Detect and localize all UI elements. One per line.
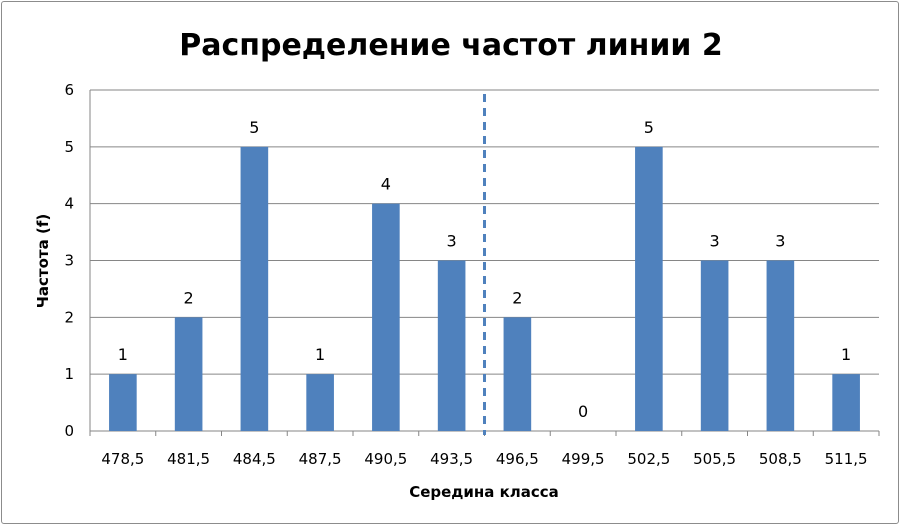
data-label: 3 <box>710 232 720 251</box>
chart-title: Распределение частот линии 2 <box>179 28 723 63</box>
y-axis-label: Частота (f) <box>34 214 52 308</box>
x-tick-label: 511,5 <box>825 450 868 468</box>
x-tick-label: 505,5 <box>693 450 736 468</box>
bar <box>700 260 729 431</box>
data-label: 2 <box>512 288 522 307</box>
data-label: 3 <box>447 232 457 251</box>
bar <box>832 374 860 431</box>
x-tick-label: 502,5 <box>627 450 670 468</box>
bar <box>174 317 203 431</box>
data-label: 2 <box>184 288 194 307</box>
x-tick-label: 493,5 <box>430 450 473 468</box>
data-label: 4 <box>381 175 391 194</box>
data-label: 5 <box>644 118 654 137</box>
x-tick-label: 487,5 <box>299 450 342 468</box>
bar <box>437 260 466 431</box>
bar <box>306 374 334 431</box>
bar <box>109 374 137 431</box>
bar <box>372 203 400 431</box>
data-label: 1 <box>118 345 128 364</box>
data-label: 3 <box>775 232 785 251</box>
gridlines <box>89 89 880 436</box>
y-tick-labels: 0 1 2 3 4 5 6 <box>64 81 74 440</box>
y-tick-label: 1 <box>64 365 74 383</box>
x-tick-label: 481,5 <box>167 450 210 468</box>
x-tick-label: 499,5 <box>562 450 605 468</box>
y-tick-label: 5 <box>64 138 74 156</box>
bars <box>109 146 860 432</box>
x-tick-label: 496,5 <box>496 450 539 468</box>
y-tick-label: 4 <box>64 195 74 213</box>
data-label: 1 <box>841 345 851 364</box>
y-tick-label: 0 <box>64 422 74 440</box>
data-label: 5 <box>249 118 259 137</box>
x-tick-label: 478,5 <box>101 450 144 468</box>
x-tick-label: 484,5 <box>233 450 276 468</box>
bar <box>635 146 663 432</box>
x-tick-label: 490,5 <box>364 450 407 468</box>
data-label: 0 <box>578 402 588 421</box>
y-tick-label: 3 <box>64 252 74 270</box>
x-tick-labels: 478,5 481,5 484,5 487,5 490,5 493,5 496,5 499,5… <box>101 450 867 468</box>
y-tick-label: 6 <box>64 81 74 99</box>
bar <box>240 146 269 432</box>
y-tick-label: 2 <box>64 308 74 326</box>
bar <box>766 260 795 431</box>
data-labels: 1 2 5 1 4 3 2 0 5 3 3 1 <box>118 118 851 421</box>
x-tick-label: 508,5 <box>759 450 802 468</box>
bar <box>503 317 532 431</box>
x-axis-label: Середина класса <box>409 483 559 501</box>
data-label: 1 <box>315 345 325 364</box>
